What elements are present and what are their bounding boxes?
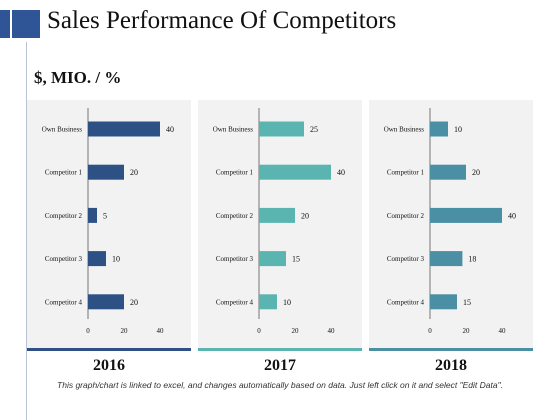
year-label-2017: 2017 bbox=[264, 357, 296, 374]
category-label: Competitor 2 bbox=[45, 212, 83, 220]
bar bbox=[88, 164, 124, 180]
category-label: Competitor 1 bbox=[216, 169, 254, 177]
data-label: 18 bbox=[468, 255, 476, 264]
data-label: 15 bbox=[463, 298, 471, 307]
title-accent-gap bbox=[10, 10, 12, 38]
category-label: Competitor 2 bbox=[387, 212, 425, 220]
footnote: This graph/chart is linked to excel, and… bbox=[57, 380, 503, 390]
category-label: Competitor 3 bbox=[45, 255, 83, 263]
x-tick-label: 0 bbox=[257, 327, 261, 335]
chart-panel-2017: Own Business 25 Competitor 1 40 Competitor 2… bbox=[198, 100, 362, 351]
category-label: Competitor 2 bbox=[216, 212, 254, 220]
data-label: 25 bbox=[310, 125, 318, 134]
x-tick-label: 40 bbox=[328, 327, 336, 335]
x-tick-label: 0 bbox=[86, 327, 90, 335]
data-label: 5 bbox=[103, 211, 107, 220]
data-label: 40 bbox=[337, 168, 345, 177]
data-label: 40 bbox=[508, 211, 516, 220]
data-label: 10 bbox=[454, 125, 462, 134]
bar-chart-2017: Own Business 25 Competitor 1 40 Competitor 2… bbox=[213, 108, 345, 335]
category-label: Competitor 4 bbox=[45, 298, 83, 306]
bar-chart-2018: Own Business 10 Competitor 1 20 Competitor 2… bbox=[384, 108, 516, 335]
data-label: 20 bbox=[130, 168, 138, 177]
bar bbox=[88, 251, 106, 267]
bar bbox=[430, 294, 457, 310]
data-label: 10 bbox=[112, 255, 120, 264]
category-label: Own Business bbox=[42, 126, 83, 134]
data-label: 20 bbox=[301, 211, 309, 220]
bar bbox=[430, 121, 448, 137]
bar bbox=[88, 207, 97, 223]
category-label: Own Business bbox=[384, 126, 425, 134]
category-label: Own Business bbox=[213, 126, 254, 134]
bar bbox=[88, 294, 124, 310]
category-label: Competitor 1 bbox=[45, 169, 83, 177]
x-tick-label: 20 bbox=[463, 327, 471, 335]
bar bbox=[259, 207, 295, 223]
bar bbox=[430, 251, 463, 267]
bar bbox=[259, 121, 304, 137]
bar bbox=[430, 207, 502, 223]
chart-panel-2018: Own Business 10 Competitor 1 20 Competitor 2… bbox=[369, 100, 533, 351]
year-label-2016: 2016 bbox=[93, 357, 125, 374]
year-label-2018: 2018 bbox=[435, 357, 467, 374]
x-tick-label: 20 bbox=[292, 327, 300, 335]
chart-panel-2016: Own Business 40 Competitor 1 20 Competitor 2… bbox=[27, 100, 191, 351]
bar bbox=[88, 121, 160, 137]
data-label: 20 bbox=[472, 168, 480, 177]
title-accent-band bbox=[0, 10, 40, 38]
data-label: 20 bbox=[130, 298, 138, 307]
data-label: 10 bbox=[283, 298, 291, 307]
category-label: Competitor 4 bbox=[387, 298, 425, 306]
bar bbox=[259, 251, 286, 267]
category-label: Competitor 1 bbox=[387, 169, 425, 177]
slide-title: Sales Performance Of Competitors bbox=[47, 7, 397, 34]
data-label: 40 bbox=[166, 125, 174, 134]
bar bbox=[259, 294, 277, 310]
category-label: Competitor 4 bbox=[216, 298, 254, 306]
x-tick-label: 0 bbox=[428, 327, 432, 335]
left-margin-rule bbox=[26, 42, 27, 420]
x-tick-label: 40 bbox=[157, 327, 165, 335]
data-label: 15 bbox=[292, 255, 300, 264]
bar bbox=[259, 164, 331, 180]
x-tick-label: 20 bbox=[121, 327, 129, 335]
category-label: Competitor 3 bbox=[387, 255, 425, 263]
panel-color-bar-2017 bbox=[198, 348, 362, 351]
x-tick-label: 40 bbox=[499, 327, 507, 335]
bar bbox=[430, 164, 466, 180]
bar-chart-2016: Own Business 40 Competitor 1 20 Competitor 2… bbox=[42, 108, 174, 335]
unit-label: $, MIO. / % bbox=[34, 68, 122, 87]
category-label: Competitor 3 bbox=[216, 255, 254, 263]
panel-color-bar-2018 bbox=[369, 348, 533, 351]
panel-color-bar-2016 bbox=[27, 348, 191, 351]
